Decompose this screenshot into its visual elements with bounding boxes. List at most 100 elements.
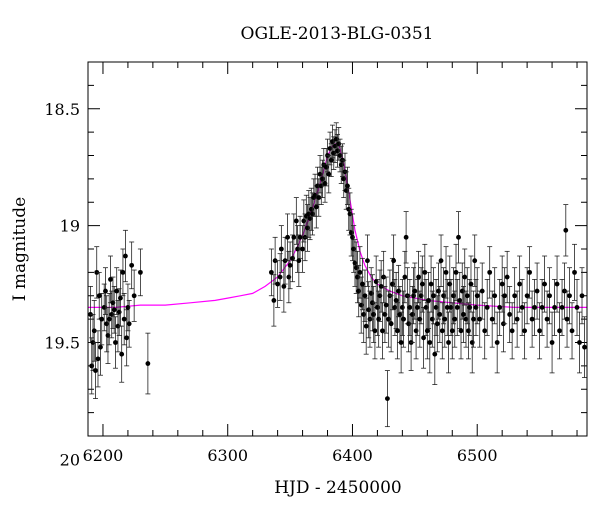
point-marker	[309, 207, 314, 212]
point-marker	[132, 293, 137, 298]
data-point	[442, 291, 447, 347]
data-point	[118, 270, 123, 326]
x-tick-label: 6400	[332, 446, 373, 465]
data-point	[314, 186, 319, 228]
point-marker	[580, 293, 585, 298]
data-point	[537, 303, 542, 359]
point-marker	[338, 153, 343, 158]
data-point	[386, 291, 391, 347]
point-marker	[399, 340, 404, 345]
point-marker	[326, 172, 331, 177]
data-point	[455, 279, 460, 335]
data-point	[396, 265, 401, 316]
point-marker	[111, 300, 116, 305]
point-marker	[434, 305, 439, 310]
point-marker	[121, 270, 126, 275]
point-marker	[467, 305, 472, 310]
data-point	[525, 268, 530, 324]
point-marker	[530, 317, 535, 322]
point-marker	[363, 293, 368, 298]
point-marker	[505, 275, 510, 280]
data-point	[365, 235, 370, 286]
data-point	[308, 198, 313, 240]
point-marker	[492, 293, 497, 298]
point-marker	[361, 312, 366, 317]
point-marker	[117, 310, 122, 315]
point-marker	[442, 317, 447, 322]
point-marker	[109, 312, 114, 317]
point-marker	[114, 289, 119, 294]
data-point	[104, 296, 109, 352]
point-marker	[376, 317, 381, 322]
data-point	[530, 291, 535, 347]
point-marker	[441, 293, 446, 298]
point-marker	[300, 247, 305, 252]
data-point	[532, 279, 537, 335]
data-point	[389, 296, 394, 352]
point-marker	[138, 270, 143, 275]
data-point	[415, 279, 420, 335]
point-marker	[400, 305, 405, 310]
data-point	[436, 263, 441, 319]
point-marker	[298, 235, 303, 240]
point-marker	[279, 247, 284, 252]
point-marker	[390, 282, 395, 287]
data-point	[279, 226, 284, 273]
point-marker	[89, 363, 94, 368]
point-marker	[507, 312, 512, 317]
data-point	[577, 312, 582, 373]
point-marker	[555, 282, 560, 287]
data-point	[380, 303, 385, 359]
data-point	[392, 279, 397, 335]
point-marker	[281, 284, 286, 289]
point-marker	[358, 270, 363, 275]
point-marker	[93, 368, 98, 373]
point-marker	[522, 328, 527, 333]
point-marker	[124, 335, 129, 340]
point-marker	[425, 328, 430, 333]
point-marker	[466, 328, 471, 333]
point-marker	[452, 317, 457, 322]
data-point	[457, 272, 462, 328]
data-point	[517, 256, 522, 312]
point-marker	[459, 328, 464, 333]
data-points-layer	[88, 123, 587, 427]
point-marker	[383, 312, 388, 317]
data-point	[552, 279, 557, 335]
point-marker	[396, 289, 401, 294]
point-marker	[421, 335, 426, 340]
point-marker	[341, 176, 346, 181]
data-point	[468, 256, 473, 312]
data-point	[414, 303, 419, 359]
data-point	[435, 296, 440, 352]
x-axis-label: HJD - 2450000	[274, 478, 402, 498]
point-marker	[462, 275, 467, 280]
point-marker	[449, 305, 454, 310]
data-point	[93, 343, 98, 399]
point-marker	[345, 183, 350, 188]
data-point	[570, 303, 575, 359]
point-marker	[435, 321, 440, 326]
data-point	[366, 282, 371, 338]
data-point	[350, 214, 355, 261]
point-marker	[475, 293, 480, 298]
data-point	[298, 216, 303, 258]
data-point	[459, 303, 464, 359]
data-point	[580, 268, 585, 324]
point-marker	[278, 275, 283, 280]
point-marker	[384, 303, 389, 308]
x-tick-label: 6500	[457, 446, 498, 465]
data-point	[492, 268, 497, 324]
data-point	[550, 312, 555, 373]
point-marker	[106, 333, 111, 338]
point-marker	[375, 305, 380, 310]
data-point	[401, 291, 406, 347]
point-marker	[339, 162, 344, 167]
data-point	[522, 303, 527, 359]
data-point	[424, 279, 429, 335]
point-marker	[328, 146, 333, 151]
data-point	[520, 279, 525, 335]
data-point	[440, 303, 445, 359]
point-marker	[510, 328, 515, 333]
point-marker	[545, 317, 550, 322]
